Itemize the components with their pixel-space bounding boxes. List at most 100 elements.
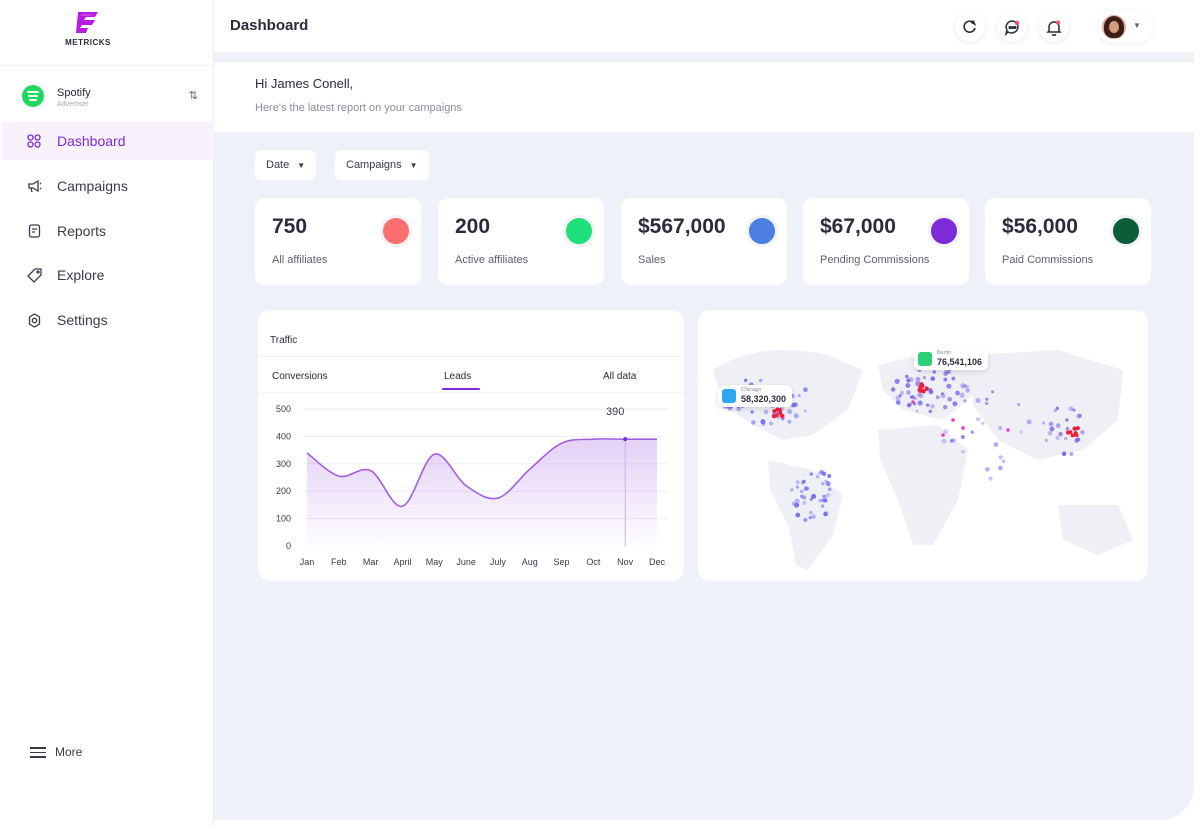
chart-highlight-point <box>623 437 628 442</box>
menu-icon <box>30 744 46 761</box>
top-bar: Dashboard ▼ <box>214 0 1200 52</box>
sidebar-item-campaigns[interactable]: Campaigns <box>2 167 214 205</box>
x-tick-label: April <box>393 557 411 567</box>
sidebar-item-dashboard[interactable]: Dashboard <box>2 122 214 160</box>
sidebar-item-reports[interactable]: Reports <box>2 212 214 250</box>
greeting-panel: Hi James Conell, Here's the latest repor… <box>214 62 1194 132</box>
x-tick-label: Jan <box>300 557 315 567</box>
status-dot <box>380 215 412 247</box>
user-menu[interactable]: ▼ <box>1097 11 1153 43</box>
more-button[interactable]: More <box>30 744 82 761</box>
world-map-card: Chicago 58,320,300 Berlin 76,541,106 <box>698 310 1148 581</box>
active-tab-indicator <box>442 388 480 390</box>
y-tick-label: 400 <box>276 431 291 441</box>
filter-label: Campaigns <box>346 159 402 171</box>
chart-x-axis: Jan Feb Mar April May June July Aug Sep Oct Nov Dec <box>300 557 666 567</box>
account-subtitle: Advertiser <box>57 101 89 108</box>
sidebar-item-label: Settings <box>57 312 108 328</box>
bell-icon[interactable] <box>1039 12 1069 42</box>
marker-city: Berlin <box>937 350 952 356</box>
traffic-card: Traffic Conversions Leads All data 0 100 2… <box>258 310 684 581</box>
grid-icon <box>26 133 42 149</box>
stat-card-paid-commissions[interactable]: $56,000 Paid Commissions <box>985 198 1151 285</box>
stat-card-active-affiliates[interactable]: 200 Active affiliates <box>438 198 604 285</box>
status-dot <box>746 215 778 247</box>
caret-down-icon: ▼ <box>409 160 418 170</box>
x-tick-label: Sep <box>554 557 570 567</box>
caret-down-icon: ▼ <box>297 160 306 170</box>
world-map <box>713 350 1133 570</box>
chart-area <box>307 438 657 546</box>
filter-label: Date <box>266 159 290 171</box>
refresh-icon[interactable] <box>955 12 985 42</box>
sidebar-item-label: Dashboard <box>57 133 126 149</box>
divider <box>258 356 684 357</box>
more-label: More <box>55 745 83 760</box>
y-tick-label: 100 <box>276 514 291 524</box>
megaphone-icon <box>26 178 42 194</box>
brand-logo[interactable]: METRICKS <box>0 10 176 47</box>
main-content: Hi James Conell, Here's the latest repor… <box>214 52 1194 820</box>
x-tick-label: May <box>426 557 444 567</box>
stat-value: 200 <box>455 215 491 238</box>
swap-vertical-icon[interactable]: ⇅ <box>188 90 198 102</box>
marker-value: 58,320,300 <box>741 394 787 404</box>
location-marker-icon <box>722 389 736 403</box>
chat-icon[interactable] <box>997 12 1027 42</box>
spotify-icon <box>22 85 44 107</box>
location-marker-icon <box>918 352 932 366</box>
sidebar-item-settings[interactable]: Settings <box>2 301 214 339</box>
date-filter[interactable]: Date ▼ <box>255 150 317 180</box>
greeting-title: Hi James Conell, <box>255 76 354 91</box>
map-marker-chicago[interactable]: Chicago 58,320,300 <box>718 385 793 407</box>
map-marker-berlin[interactable]: Berlin 76,541,106 <box>914 348 989 370</box>
status-dot <box>563 215 595 247</box>
chart-highlight-label: 390 <box>606 406 624 418</box>
tag-icon <box>26 267 42 283</box>
gear-icon <box>26 312 42 328</box>
x-tick-label: Dec <box>649 557 666 567</box>
stat-card-all-affiliates[interactable]: 750 All affiliates <box>255 198 421 285</box>
page-title: Dashboard <box>230 17 309 34</box>
y-tick-label: 0 <box>286 541 291 551</box>
traffic-chart: 0 100 200 300 400 500 Jan Feb Mar April May June Ju… <box>276 404 668 567</box>
x-tick-label: July <box>490 557 507 567</box>
stat-label: Paid Commissions <box>1002 254 1094 266</box>
chart-y-axis: 0 100 200 300 400 500 <box>276 404 291 551</box>
stat-value: $67,000 <box>820 215 896 238</box>
chevron-down-icon: ▼ <box>1133 21 1141 30</box>
sidebar-item-explore[interactable]: Explore <box>2 256 214 294</box>
y-tick-label: 300 <box>276 459 291 469</box>
status-dot <box>928 215 960 247</box>
x-tick-label: Nov <box>617 557 634 567</box>
stat-label: All affiliates <box>272 254 328 266</box>
stat-card-pending-commissions[interactable]: $67,000 Pending Commissions <box>803 198 969 285</box>
stat-value: $56,000 <box>1002 215 1078 238</box>
stat-card-sales[interactable]: $567,000 Sales <box>621 198 787 285</box>
sidebar-item-label: Campaigns <box>57 178 128 194</box>
sidebar-item-label: Reports <box>57 223 107 239</box>
chart-series-line <box>306 438 657 508</box>
avatar <box>1102 15 1126 39</box>
brand-name: METRICKS <box>65 38 111 47</box>
y-tick-label: 500 <box>276 404 291 414</box>
y-tick-label: 200 <box>276 486 291 496</box>
stat-label: Sales <box>638 254 666 266</box>
account-switcher[interactable]: Spotify Advertiser ⇅ <box>22 84 200 110</box>
account-name: Spotify <box>57 87 91 99</box>
stat-label: Pending Commissions <box>820 254 930 266</box>
tab-all-data[interactable]: All data <box>603 371 637 382</box>
marker-city: Chicago <box>741 387 762 393</box>
sidebar-item-label: Explore <box>57 267 105 283</box>
x-tick-label: Oct <box>586 557 601 567</box>
greeting-subtitle: Here's the latest report on your campaig… <box>255 102 462 114</box>
stat-label: Active affiliates <box>455 254 529 266</box>
campaigns-filter[interactable]: Campaigns ▼ <box>335 150 429 180</box>
sidebar-divider <box>0 65 214 66</box>
x-tick-label: Mar <box>363 557 379 567</box>
tab-leads[interactable]: Leads <box>444 371 472 382</box>
x-tick-label: Aug <box>522 557 538 567</box>
x-tick-label: Feb <box>331 557 347 567</box>
tab-conversions[interactable]: Conversions <box>272 371 328 382</box>
marker-value: 76,541,106 <box>937 357 983 367</box>
